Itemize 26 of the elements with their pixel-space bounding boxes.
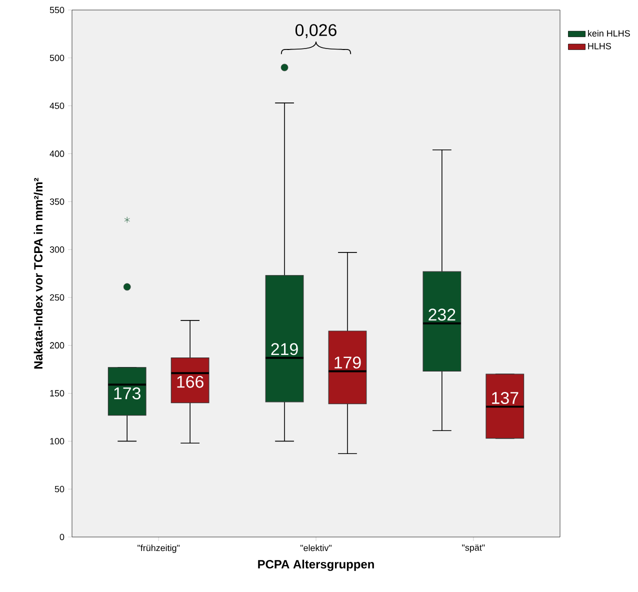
annotation: 0,026: [295, 24, 336, 38]
y-tick-label: 550: [50, 6, 64, 14]
x-axis-title: PCPA Altersgruppen: [258, 560, 374, 571]
y-tick-label: 50: [54, 486, 64, 492]
x-tick-label: "frühzeitig": [138, 544, 180, 553]
y-tick-label: 450: [50, 102, 64, 109]
y-tick-label: 150: [50, 390, 64, 396]
y-tick-label: 350: [50, 198, 64, 205]
x-tick-label: "spät": [462, 544, 485, 553]
text: 173: [114, 387, 140, 400]
legend-label: kein HLHS: [588, 30, 630, 37]
y-tick-label: 0: [60, 534, 64, 540]
y-tick-label: 300: [50, 246, 64, 253]
y-axis-title: Nakata-Index vor TCPA in mm²/m²: [34, 178, 43, 369]
y-tick-label: 500: [50, 54, 64, 62]
legend-label: HLHS: [588, 42, 611, 50]
x-tick-label: "elektiv": [300, 544, 332, 552]
text: 232: [428, 308, 456, 321]
text: 179: [334, 356, 361, 369]
y-tick-label: 400: [50, 150, 64, 157]
text: 166: [177, 376, 204, 388]
y-tick-label: 200: [50, 342, 64, 349]
y-tick-label: 100: [50, 438, 64, 444]
text: 219: [271, 343, 298, 356]
y-tick-label: 250: [50, 294, 64, 301]
text: 137: [492, 392, 518, 404]
